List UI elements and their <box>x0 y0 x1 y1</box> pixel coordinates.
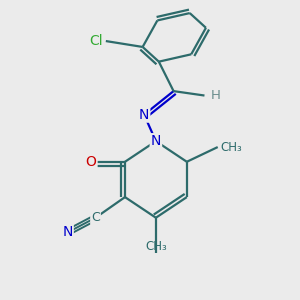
Text: H: H <box>210 89 220 102</box>
Text: CH₃: CH₃ <box>145 240 167 253</box>
Text: C: C <box>91 211 100 224</box>
Text: N: N <box>151 134 161 148</box>
Text: N: N <box>139 108 149 122</box>
Text: CH₃: CH₃ <box>221 141 242 154</box>
Text: N: N <box>62 225 73 239</box>
Text: O: O <box>86 155 97 169</box>
Text: Cl: Cl <box>89 34 103 48</box>
